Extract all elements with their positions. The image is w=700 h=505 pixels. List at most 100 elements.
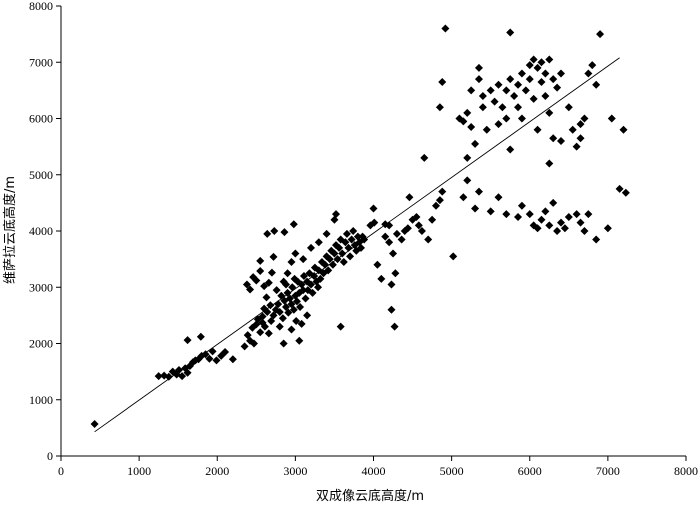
data-point [506,145,515,154]
data-point [269,252,278,261]
data-point [584,210,593,219]
data-point [621,188,630,197]
data-point [514,103,523,112]
data-point [308,288,317,297]
y-tick-label: 2000 [29,337,53,351]
data-point [471,139,480,148]
data-point [349,227,358,235]
data-point [449,252,458,261]
x-tick-label: 7000 [596,464,620,478]
data-point [529,55,538,64]
data-point [338,249,347,258]
data-point [514,80,523,89]
data-point [285,294,294,303]
data-point [256,256,265,265]
data-point [441,24,450,33]
data-point [576,218,585,227]
data-point [154,372,163,381]
data-point [619,125,628,134]
x-tick-label: 5000 [440,464,464,478]
data-point [299,255,308,264]
data-point [545,221,554,230]
data-point [332,210,340,219]
data-point [506,75,515,84]
data-point [463,176,472,185]
data-point [284,308,293,317]
data-point [557,137,565,145]
data-point [301,294,310,303]
data-point [178,372,187,381]
data-point [537,77,546,86]
data-point [353,232,362,241]
data-point [290,274,299,283]
data-point [183,368,192,377]
data-point [381,232,390,241]
data-point [435,103,444,112]
data-point [391,269,400,278]
data-point [347,235,356,244]
data-point [517,114,526,123]
data-point [242,280,251,289]
data-point [314,283,323,292]
data-point [297,319,306,328]
data-point [287,257,296,266]
data-point [596,30,605,39]
data-point [174,365,183,374]
data-point [335,243,344,252]
data-point [266,301,275,310]
data-point [417,227,426,235]
data-point [336,322,345,331]
data-point [541,92,550,100]
x-tick-label: 4000 [362,464,386,478]
data-point [291,249,300,258]
data-point [502,114,511,123]
data-point [564,103,573,112]
data-point [258,312,267,321]
data-point [278,314,287,323]
data-point [314,238,323,247]
data-point [432,201,440,210]
data-point [403,224,412,233]
data-point [258,318,267,327]
x-axis-ticks: 0 1000 2000 3000 4000 5000 6000 7000 8000 [58,456,698,478]
data-point [580,227,589,235]
data-point [553,227,562,235]
y-tick-label: 8000 [29,0,53,13]
data-point [603,224,612,233]
data-point [296,302,305,311]
data-point [533,224,542,233]
data-point [369,204,378,213]
data-point [568,125,577,134]
data-point [486,86,495,95]
y-tick-label: 1000 [29,393,53,407]
data-point [295,336,304,345]
data-point [463,108,472,117]
data-point [467,86,476,95]
data-point [307,280,315,289]
data-point [412,212,421,221]
x-tick-label: 1000 [127,464,151,478]
data-point [267,268,276,277]
data-point [249,339,258,348]
data-point [263,229,272,238]
x-tick-label: 8000 [674,464,698,478]
data-point [385,238,394,247]
data-point [201,350,210,359]
data-point [525,61,534,70]
data-point [580,114,589,123]
data-point [459,193,468,202]
data-point [264,329,273,338]
data-point [572,142,581,151]
data-point [482,125,491,134]
data-point [324,266,333,275]
data-point [564,212,573,221]
data-point [438,187,447,196]
data-point [541,207,550,216]
data-point [262,293,271,302]
data-point [525,75,534,84]
data-point [321,260,330,269]
data-point [428,215,437,224]
data-point [370,218,379,227]
x-tick-label: 6000 [518,464,542,478]
data-point [607,114,616,123]
